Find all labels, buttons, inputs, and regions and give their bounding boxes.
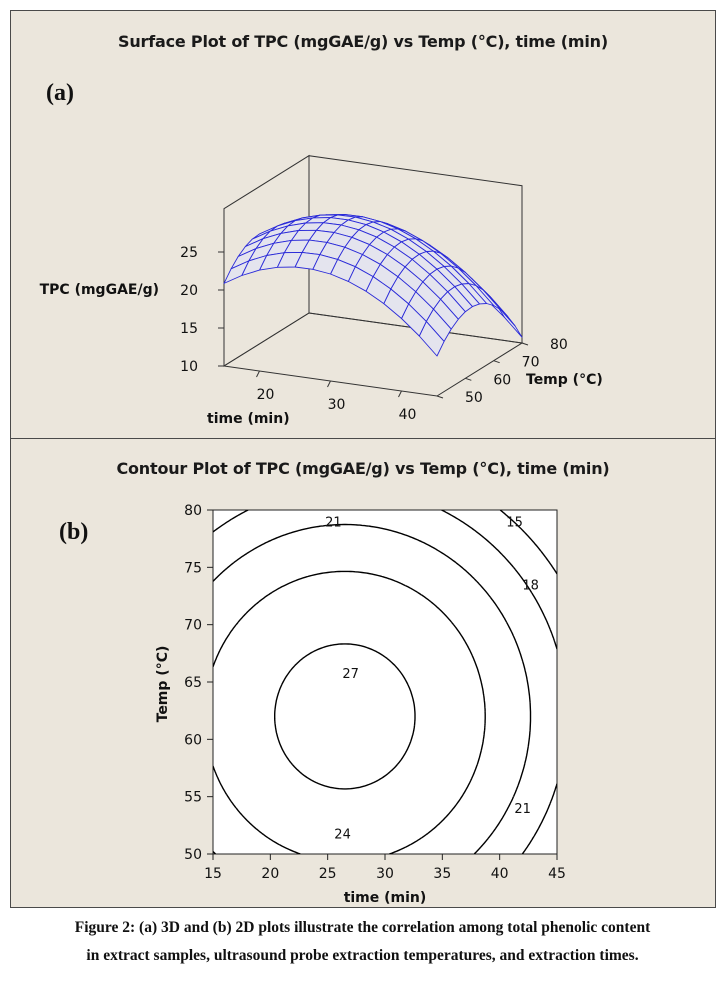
caption-line-1: Figure 2: (a) 3D and (b) 2D plots illust… (74, 919, 651, 936)
contour-line-27 (274, 643, 416, 790)
surface-cell (223, 260, 250, 284)
y-tick-label: 50 (184, 847, 202, 863)
x-tick-mark (398, 390, 402, 398)
x-tick-label: 25 (319, 866, 337, 882)
x-tick-label: 30 (328, 397, 346, 413)
x-tick-label: 20 (257, 387, 275, 403)
surface-plot-title: Surface Plot of TPC (mgGAE/g) vs Temp (°… (118, 32, 608, 51)
y-tick-mark (493, 360, 500, 364)
x-tick-mark (327, 380, 331, 388)
contour-label: 27 (342, 667, 359, 682)
y-tick-label: 75 (184, 560, 202, 576)
panel-divider (11, 438, 715, 439)
y-tick-mark (436, 395, 444, 399)
caption-line-2: in extract samples, ultrasound probe ext… (86, 947, 639, 964)
contour-line-15 (499, 510, 557, 575)
x-tick-label: 30 (376, 866, 394, 882)
y-tick-mark (465, 377, 472, 381)
x-axis-title: time (min) (344, 890, 427, 906)
x-axis-title: time (min) (207, 411, 290, 427)
y-axis-title: Temp (°C) (155, 646, 171, 723)
y-tick-label: 70 (522, 355, 540, 371)
y-tick-label: 65 (184, 675, 202, 691)
contour-label: 15 (506, 515, 523, 530)
x-tick-label: 20 (261, 866, 279, 882)
contour-label: 21 (514, 802, 531, 817)
contour-label: 21 (325, 515, 342, 530)
contour-lines (213, 510, 557, 854)
contour-line-21 (213, 523, 532, 854)
x-tick-label: 15 (204, 866, 222, 882)
y-tick-label: 70 (184, 618, 202, 634)
y-tick-label: 55 (184, 790, 202, 806)
z-tick-label: 20 (180, 283, 198, 299)
y-tick-label: 60 (493, 372, 511, 388)
x-tick-label: 35 (433, 866, 451, 882)
z-tick-label: 10 (180, 359, 198, 375)
y-tick-label: 80 (184, 503, 202, 519)
z-axis-title: TPC (mgGAE/g) (40, 282, 159, 298)
contour-line-18 (213, 510, 557, 854)
surface-mesh (223, 214, 523, 357)
surface-plot: 10 15 20 25 20 30 40 50 60 70 80 TPC (mgGAE/g) time … (40, 154, 603, 427)
y-tick-label: 60 (184, 732, 202, 748)
x-tick-mark (256, 370, 260, 378)
y-axis-title: Temp (°C) (526, 372, 603, 388)
y-tick-mark (521, 342, 529, 346)
x-tick-label: 40 (491, 866, 509, 882)
y-tick-label: 50 (465, 390, 483, 406)
contour-plot: 15 18 21 21 24 27 15 20 25 30 35 40 45 50 55 60 65 70 75 80… (155, 503, 566, 906)
contour-label: 18 (522, 579, 539, 594)
z-tick-label: 25 (180, 245, 198, 261)
y-tick-label: 80 (550, 337, 568, 353)
contour-plot-area (212, 509, 558, 855)
contour-plot-title: Contour Plot of TPC (mgGAE/g) vs Temp (°… (116, 459, 610, 478)
floor-plane (222, 312, 524, 397)
panel-a-label: (a) (46, 80, 74, 106)
contour-label: 24 (334, 827, 351, 842)
z-tick-label: 15 (180, 321, 198, 337)
panel-b-label: (b) (59, 519, 89, 545)
figure-frame: Surface Plot of TPC (mgGAE/g) vs Temp (°… (10, 10, 716, 908)
x-tick-label: 45 (548, 866, 566, 882)
x-tick-label: 40 (399, 407, 417, 423)
figure-caption: Figure 2: (a) 3D and (b) 2D plots illust… (0, 914, 725, 970)
contour-line-24 (213, 570, 486, 854)
